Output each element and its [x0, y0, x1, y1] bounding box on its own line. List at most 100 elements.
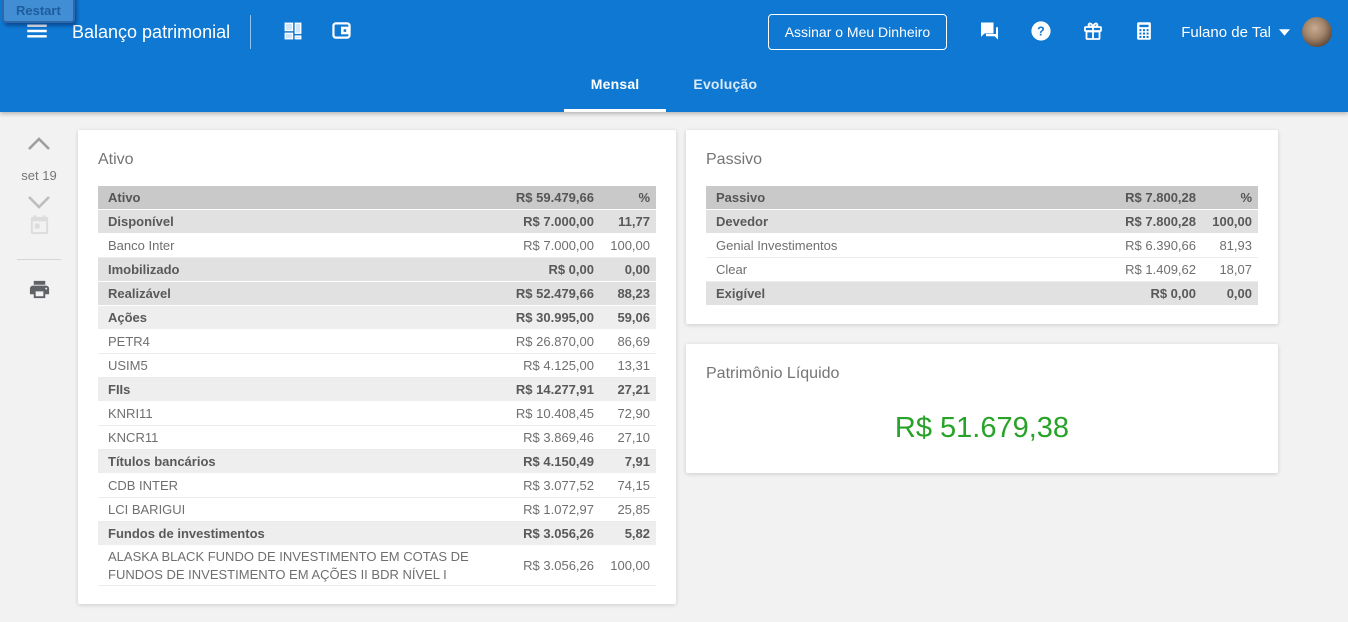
- restart-overlay-button[interactable]: Restart: [2, 0, 75, 23]
- dashboard-button[interactable]: [282, 20, 304, 45]
- row-percent: 11,77: [618, 213, 650, 229]
- table-row: Ativo R$ 59.479,66%: [98, 186, 656, 210]
- table-row: Imobilizado R$ 0,00 0,00: [98, 258, 656, 282]
- row-value: R$ 3.077,52: [523, 477, 594, 493]
- period-label: set 19: [21, 168, 57, 183]
- row-percent: 7,91: [624, 453, 650, 469]
- app-header: Balanço patrimonial: [0, 0, 1348, 112]
- row-percent: 86,69: [617, 333, 650, 349]
- period-rail: set 19: [0, 112, 78, 622]
- row-percent: 18,07: [1219, 261, 1252, 277]
- row-percent: 72,90: [617, 405, 650, 421]
- row-percent: 27,10: [617, 429, 650, 445]
- header-divider: [250, 15, 252, 49]
- previous-period-button[interactable]: [27, 136, 51, 154]
- chat-button[interactable]: [977, 19, 1001, 46]
- row-value: R$ 3.869,46: [523, 429, 594, 445]
- row-percent: 74,15: [617, 477, 650, 493]
- patrimonio-value: R$ 51.679,38: [894, 412, 1070, 444]
- row-name: Clear: [716, 261, 748, 277]
- row-percent: %: [638, 189, 650, 205]
- ativo-panel: Ativo Ativo R$ 59.479,66% Disponível R$ 7.0…: [78, 130, 676, 605]
- row-percent: 13,31: [617, 357, 650, 373]
- printer-icon: [28, 278, 51, 304]
- row-percent: 81,93: [1219, 237, 1252, 253]
- print-button[interactable]: [28, 278, 51, 304]
- help-button[interactable]: ?: [1029, 19, 1053, 46]
- row-value: R$ 3.056,26: [523, 557, 594, 573]
- row-value: R$ 0,00: [548, 261, 594, 277]
- next-period-button[interactable]: [27, 195, 51, 213]
- user-name: Fulano de Tal: [1181, 23, 1271, 41]
- caret-down-icon: [1279, 23, 1290, 41]
- row-value: R$ 52.479,66: [515, 285, 594, 301]
- row-value: R$ 4.125,00: [523, 357, 594, 373]
- row-percent: 0,00: [624, 261, 650, 277]
- app-bar: Balanço patrimonial: [0, 0, 1348, 64]
- passivo-title: Passivo: [706, 151, 763, 168]
- user-menu[interactable]: Fulano de Tal: [1181, 17, 1332, 47]
- avatar[interactable]: [1302, 17, 1332, 47]
- row-name: Banco Inter: [108, 237, 175, 253]
- row-value: R$ 6.390,66: [1125, 237, 1196, 253]
- wallet-button[interactable]: [330, 19, 353, 45]
- chat-icon: [977, 19, 1001, 46]
- row-percent: 25,85: [617, 501, 650, 517]
- row-name: KNRI11: [108, 405, 153, 421]
- rail-divider: [17, 259, 61, 260]
- gift-icon: [1081, 19, 1105, 46]
- tab-mensal[interactable]: Mensal: [563, 64, 667, 112]
- table-row: KNCR11 R$ 3.869,46 27,10: [98, 426, 656, 450]
- row-name: FIIs: [108, 381, 131, 397]
- row-value: R$ 30.995,00: [515, 309, 594, 325]
- row-value: R$ 3.056,26: [523, 525, 594, 541]
- row-name: ALASKA BLACK FUNDO DE INVESTIMENTO EM CO…: [108, 549, 469, 582]
- table-row: Devedor R$ 7.800,28 100,00: [706, 210, 1258, 234]
- row-value: R$ 14.277,91: [515, 381, 594, 397]
- row-name: Títulos bancários: [108, 453, 216, 469]
- table-row: USIM5 R$ 4.125,00 13,31: [98, 354, 656, 378]
- wallet-icon: [330, 19, 353, 45]
- row-value: R$ 7.800,28: [1125, 213, 1196, 229]
- table-row: Clear R$ 1.409,62 18,07: [706, 258, 1258, 282]
- row-name: Disponível: [108, 213, 174, 229]
- menu-icon: [24, 18, 50, 47]
- row-name: Realizável: [108, 285, 171, 301]
- tab-evolução[interactable]: Evolução: [666, 64, 784, 112]
- passivo-table: Passivo R$ 7.800,28% Devedor R$ 7.800,28 100…: [686, 186, 1278, 324]
- row-value: R$ 59.479,66: [515, 189, 594, 205]
- row-name: USIM5: [108, 357, 148, 373]
- menu-button[interactable]: [24, 18, 50, 47]
- row-value: R$ 1.072,97: [523, 501, 594, 517]
- help-icon: ?: [1029, 19, 1053, 46]
- ativo-title: Ativo: [98, 151, 134, 168]
- row-name: Devedor: [716, 213, 769, 229]
- row-percent: 100,00: [1212, 213, 1252, 229]
- table-row: Passivo R$ 7.800,28%: [706, 186, 1258, 210]
- calendar-button[interactable]: [28, 213, 51, 239]
- row-name: Passivo: [716, 189, 766, 205]
- patrimonio-title: Patrimônio Líquido: [706, 365, 840, 382]
- subscribe-button[interactable]: Assinar o Meu Dinheiro: [767, 14, 948, 50]
- row-value: R$ 7.800,28: [1125, 189, 1196, 205]
- table-row: Realizável R$ 52.479,66 88,23: [98, 282, 656, 306]
- row-value: R$ 10.408,45: [515, 405, 594, 421]
- table-row: Títulos bancários R$ 4.150,49 7,91: [98, 450, 656, 474]
- right-column: Passivo Passivo R$ 7.800,28% Devedor R$ 7.8…: [686, 130, 1278, 473]
- row-name: PETR4: [108, 333, 150, 349]
- table-row: LCI BARIGUI R$ 1.072,97 25,85: [98, 498, 656, 522]
- table-row: PETR4 R$ 26.870,00 86,69: [98, 330, 656, 354]
- gift-button[interactable]: [1081, 19, 1105, 46]
- calculator-button[interactable]: [1133, 20, 1155, 45]
- page-title: Balanço patrimonial: [72, 21, 231, 42]
- row-percent: 5,82: [624, 525, 650, 541]
- table-row: Banco Inter R$ 7.000,00 100,00: [98, 234, 656, 258]
- row-percent: 88,23: [617, 285, 650, 301]
- chevron-up-icon: [27, 136, 51, 154]
- table-row: CDB INTER R$ 3.077,52 74,15: [98, 474, 656, 498]
- table-row: KNRI11 R$ 10.408,45 72,90: [98, 402, 656, 426]
- row-name: LCI BARIGUI: [108, 501, 186, 517]
- table-row: Genial Investimentos R$ 6.390,66 81,93: [706, 234, 1258, 258]
- row-name: KNCR11: [108, 429, 159, 445]
